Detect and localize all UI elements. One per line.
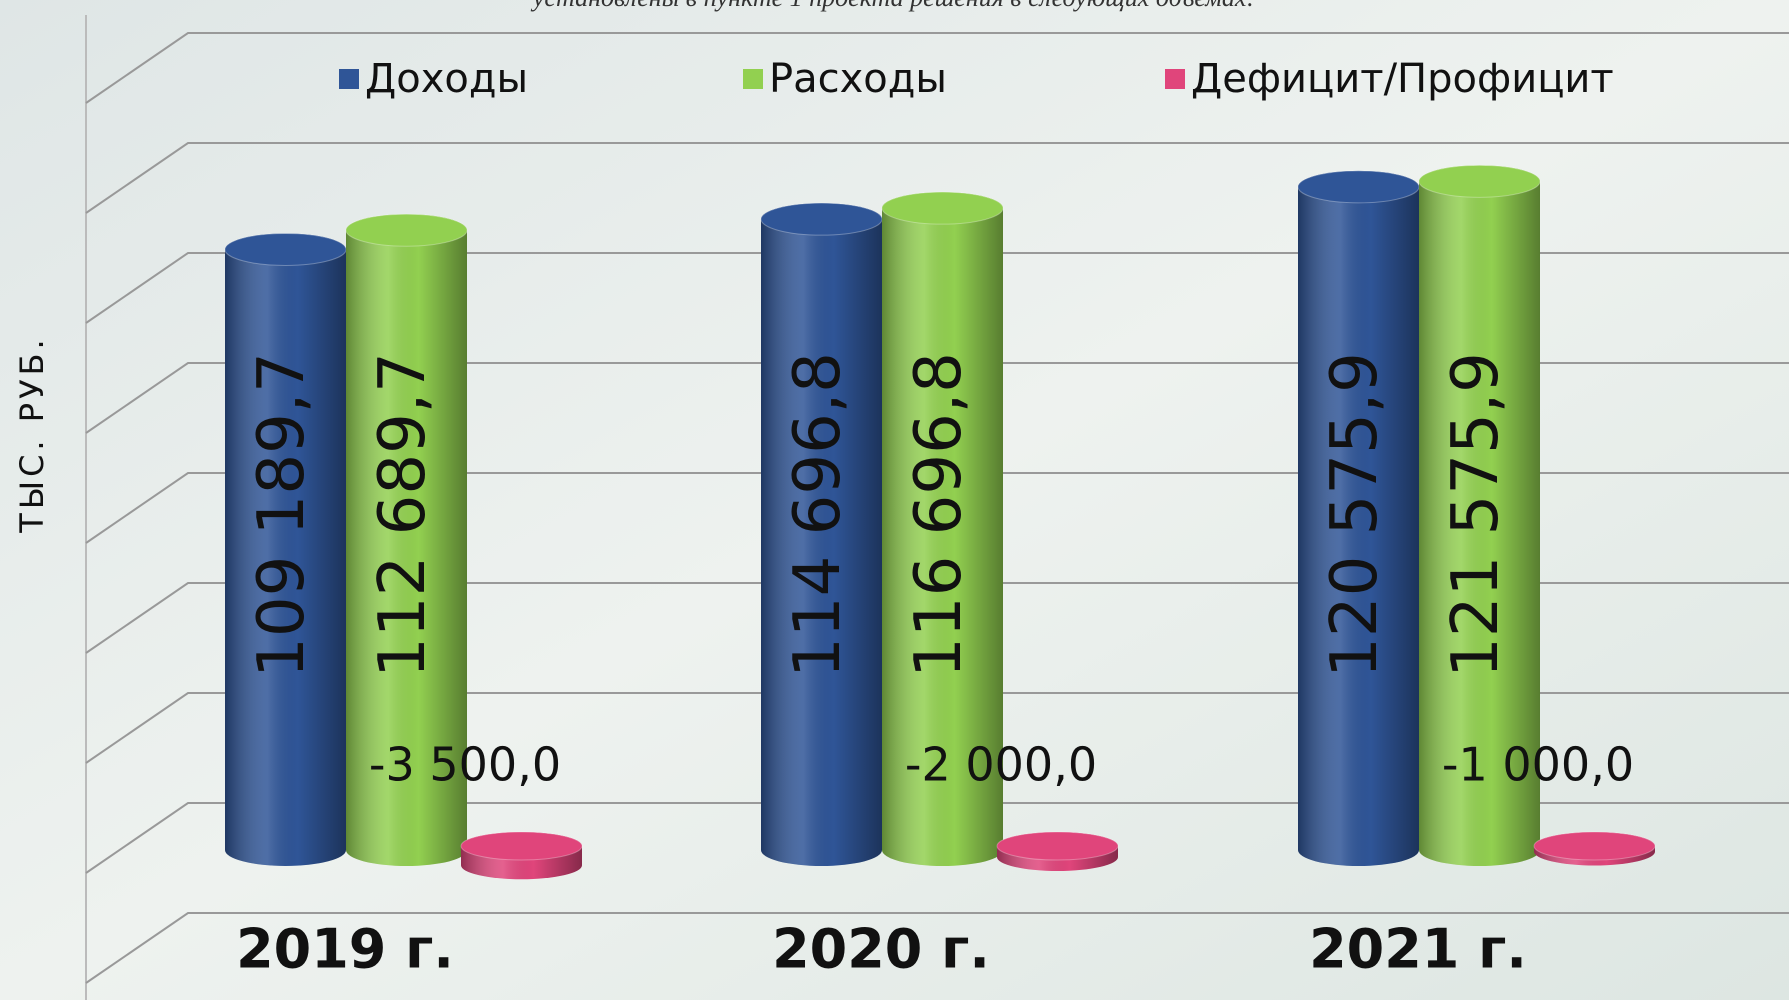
value-label: 109 189,7 bbox=[245, 352, 319, 678]
value-label: 116 696,8 bbox=[902, 352, 976, 678]
bar-cap bbox=[882, 192, 1003, 224]
chart: установлены в пункте 1 проекта решения в… bbox=[0, 0, 1789, 1000]
bar-cap bbox=[346, 214, 467, 246]
x-tick-label: 2019 г. bbox=[236, 918, 454, 981]
bar-cap bbox=[1419, 165, 1540, 197]
legend-swatch bbox=[1165, 69, 1185, 89]
legend-label: Дефицит/Профицит bbox=[1191, 56, 1614, 102]
legend-swatch bbox=[339, 69, 359, 89]
bar-cap bbox=[1298, 171, 1419, 203]
x-tick-label: 2020 г. bbox=[772, 918, 990, 981]
x-tick-label: 2021 г. bbox=[1309, 918, 1527, 981]
bar-cap bbox=[461, 832, 582, 860]
legend-swatch bbox=[743, 69, 763, 89]
bar-cap bbox=[761, 203, 882, 235]
y-axis-label: тыс. руб. bbox=[13, 335, 51, 533]
bar-cap bbox=[225, 233, 346, 265]
value-label: -3 500,0 bbox=[369, 738, 561, 792]
value-label: 114 696,8 bbox=[781, 352, 855, 678]
value-label: -2 000,0 bbox=[905, 738, 1097, 792]
subtitle: установлены в пункте 1 проекта решения в… bbox=[530, 0, 1255, 12]
bar-cap bbox=[1534, 832, 1655, 860]
page: установлены в пункте 1 проекта решения в… bbox=[0, 0, 1789, 1000]
legend-label: Расходы bbox=[769, 56, 947, 102]
value-label: -1 000,0 bbox=[1442, 738, 1634, 792]
value-label: 121 575,9 bbox=[1439, 352, 1513, 678]
legend-label: Доходы bbox=[365, 56, 528, 102]
value-label: 120 575,9 bbox=[1318, 352, 1392, 678]
bar-cap bbox=[997, 832, 1118, 860]
value-label: 112 689,7 bbox=[366, 352, 440, 678]
